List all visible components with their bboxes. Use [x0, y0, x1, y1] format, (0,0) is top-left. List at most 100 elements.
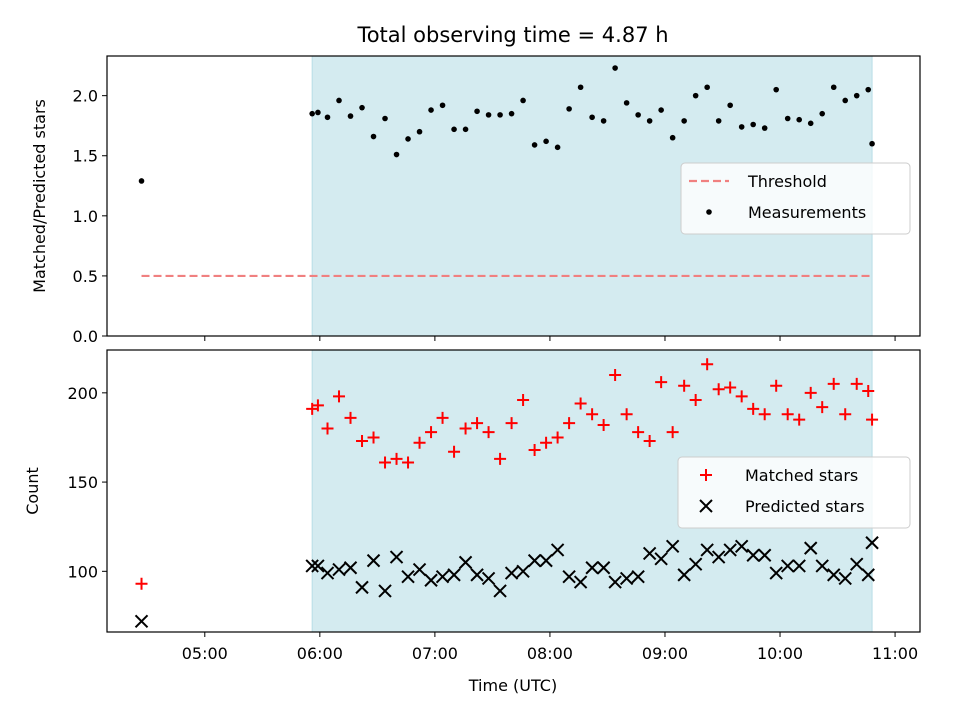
axes-frame — [106, 55, 921, 337]
matched-star-point — [356, 435, 369, 448]
x-tick-label: 09:00 — [642, 644, 688, 663]
measurement-point — [692, 92, 699, 99]
matched-star-point — [540, 436, 553, 449]
legend-measurement-swatch — [706, 209, 712, 215]
predicted-star-point — [573, 575, 588, 589]
predicted-star-point — [608, 575, 622, 589]
measurement-point — [485, 112, 492, 118]
predicted-star-point — [134, 614, 149, 628]
x-tick-label: 10:00 — [757, 644, 803, 663]
matched-star-point — [804, 386, 817, 399]
predicted-star-point — [631, 569, 645, 584]
matched-star-point — [390, 452, 403, 465]
matched-star-point — [448, 445, 461, 458]
matched-star-point — [586, 408, 599, 421]
predicted-star-point — [389, 550, 404, 564]
matched-star-point — [689, 393, 702, 406]
y-axis-label: Count — [23, 467, 42, 515]
predicted-star-point — [815, 559, 829, 573]
predicted-star-point — [504, 566, 519, 580]
predicted-star-point — [470, 568, 484, 582]
predicted-star-point — [861, 568, 875, 582]
measurement-point — [869, 140, 875, 147]
measurement-point — [554, 144, 561, 151]
legend-matched-swatch — [700, 469, 712, 481]
measurement-point — [773, 86, 779, 93]
matched-star-point — [620, 408, 633, 421]
measurement-point — [646, 118, 653, 124]
measurement-point — [508, 110, 515, 117]
predicted-star-point — [654, 552, 668, 566]
matched-star-point — [839, 408, 852, 421]
predicted-star-point — [412, 562, 427, 577]
matched-star-point — [574, 397, 587, 410]
predicted-star-point — [481, 571, 496, 586]
matched-star-point — [701, 358, 714, 371]
x-tick-label: 05:00 — [182, 644, 228, 663]
measurement-point — [704, 84, 710, 91]
predicted-star-point — [838, 571, 852, 586]
measurement-point — [830, 84, 837, 91]
matched-star-point — [436, 411, 449, 424]
y-axis-label: Matched/Predicted stars — [30, 99, 49, 293]
measurement-point — [865, 86, 872, 93]
predicted-star-point — [769, 566, 783, 580]
axes-frame — [106, 349, 921, 633]
measurement-point — [842, 97, 849, 104]
measurement-point — [658, 107, 664, 113]
predicted-star-point — [711, 550, 726, 564]
predicted-star-point — [343, 561, 358, 575]
x-axis-label: Time (UTC) — [468, 676, 557, 695]
legend-label: Threshold — [747, 172, 827, 191]
matched-star-point — [609, 368, 622, 381]
predicted-star-point — [827, 568, 841, 582]
measurement-point — [784, 115, 791, 122]
measurement-point — [738, 124, 745, 130]
matched-star-point — [413, 436, 426, 449]
legend-label: Predicted stars — [745, 497, 865, 516]
x-tick-label: 08:00 — [527, 644, 573, 663]
matched-star-point — [505, 417, 518, 430]
legend-box — [677, 456, 911, 529]
measurement-point — [543, 138, 549, 145]
measurement-point — [439, 102, 446, 109]
measurement-point — [807, 120, 814, 127]
predicted-star-point — [780, 559, 795, 573]
count-panel: 100 150 200 05:00 06:00 07:00 08:00 09:00 10:00 1… — [23, 349, 921, 663]
predicted-star-point — [665, 539, 680, 554]
predicted-star-point — [366, 553, 381, 568]
predicted-star-point — [305, 559, 319, 573]
measurement-point — [382, 115, 388, 122]
measurement-point — [715, 118, 722, 124]
measurement-point — [497, 112, 503, 118]
measurement-point — [600, 118, 607, 124]
measurement-point — [681, 118, 687, 124]
measurement-point — [347, 113, 354, 119]
legend-label: Matched stars — [745, 466, 858, 485]
predicted-star-point — [803, 541, 818, 555]
predicted-star-point — [320, 566, 335, 580]
predicted-star-point — [642, 546, 657, 561]
matched-star-point — [402, 456, 415, 469]
predicted-star-point — [746, 548, 760, 562]
matched-star-point — [135, 577, 148, 590]
measurement-point — [474, 108, 480, 115]
x-tick-label: 11:00 — [872, 644, 918, 663]
measurement-point — [531, 142, 538, 148]
ratio-panel: 0.0 0.5 1.0 1.5 2.0 Matched/Predicted stars Th… — [30, 55, 921, 346]
matched-star-point — [459, 422, 472, 435]
matched-star-point — [321, 422, 334, 435]
predicted-star-point — [447, 568, 461, 582]
measurement-point — [309, 110, 315, 117]
measurement-point — [589, 114, 595, 121]
predicted-star-point — [493, 584, 507, 598]
measurement-point — [623, 100, 630, 106]
matched-star-point — [655, 376, 668, 389]
predicted-star-point — [378, 584, 392, 598]
predicted-star-point — [757, 548, 772, 562]
x-tick-label: 06:00 — [297, 644, 343, 663]
matched-star-point — [793, 413, 806, 426]
matched-star-point — [735, 390, 748, 403]
measurement-point — [520, 97, 526, 104]
